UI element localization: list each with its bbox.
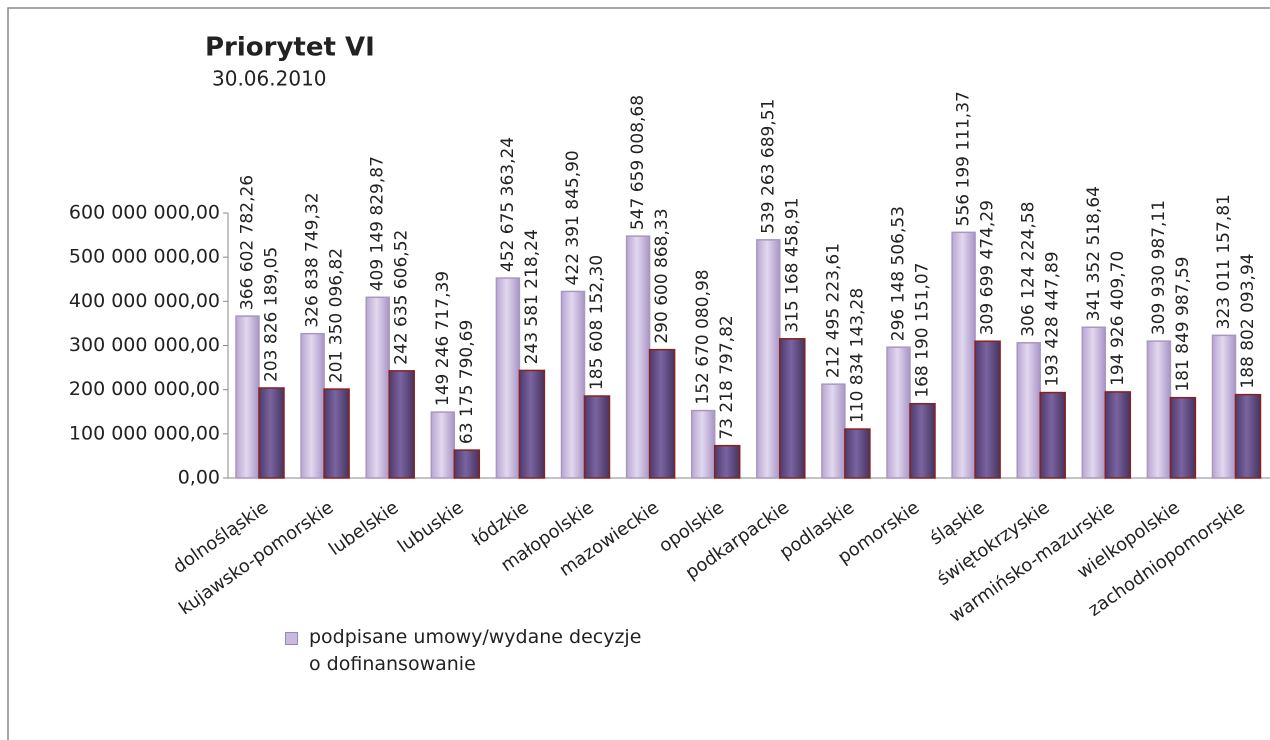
value-label: 556 199 111,37 [954,91,974,226]
bar [1016,342,1041,479]
bar [1211,334,1237,479]
bar [1081,326,1107,479]
bar [495,277,521,479]
bar [430,411,456,479]
value-label: 110 834 143,28 [847,288,867,423]
value-label: 73 218 797,82 [717,315,737,439]
value-label: 422 391 845,90 [563,150,583,285]
x-tick-label: lubuskie [394,497,468,557]
legend-label: podpisane umowy/wydane decyzje o dofinan… [309,626,642,675]
bar [844,428,871,479]
value-label: 323 011 157,81 [1214,194,1234,329]
value-label: 212 495 223,61 [823,243,843,378]
bar [951,231,976,479]
value-label: 185 608 152,30 [587,255,607,390]
y-tick-label: 100 000 000,00 [69,422,220,444]
value-label: 409 149 829,87 [368,156,388,291]
value-label: 152 670 080,98 [693,269,713,404]
bar [713,444,741,479]
value-label: 203 826 189,05 [262,247,282,382]
bar [974,340,1001,479]
value-label: 452 675 363,24 [498,137,518,272]
value-label: 296 148 506,53 [889,206,909,341]
bar [1169,396,1197,479]
bar [258,387,285,479]
bar [1234,393,1262,479]
value-label: 366 602 782,26 [238,175,258,310]
bar [648,348,676,479]
y-tick-label: 300 000 000,00 [69,334,220,356]
value-label: 539 263 689,51 [758,99,778,234]
y-tick-label: 0,00 [178,467,220,489]
chart-title: Priorytet VI [205,33,375,63]
value-label: 242 635 606,52 [392,230,412,365]
value-label: 315 168 458,91 [782,198,802,333]
bar [625,235,651,479]
x-tick-label: lubelskie [325,497,402,560]
value-label: 63 175 790,69 [457,320,477,444]
y-tick-label: 200 000 000,00 [69,378,220,400]
y-tick-label: 400 000 000,00 [69,290,220,312]
frame [7,7,1270,740]
bar [1039,391,1066,479]
bar [583,395,611,479]
bar [323,388,350,479]
bar [690,409,716,479]
bar [756,239,781,479]
value-label: 201 350 096,82 [327,248,347,383]
bar [388,370,415,479]
bar [821,383,846,479]
bar [1146,340,1172,479]
bar [909,402,936,479]
bar [300,332,325,479]
bar [560,290,586,479]
value-label: 193 428 447,89 [1043,251,1063,386]
bar [365,296,390,479]
value-label: 168 190 151,07 [913,263,933,398]
bar [453,449,481,479]
bar [886,346,911,479]
legend-swatch [285,632,298,645]
chart-subtitle: 30.06.2010 [212,67,327,91]
y-tick-label: 600 000 000,00 [69,202,220,224]
value-label: 243 581 218,24 [522,229,542,364]
value-label: 181 849 987,59 [1173,256,1193,391]
value-label: 290 600 868,33 [652,208,672,343]
bar [779,338,806,479]
value-label: 149 246 717,39 [433,271,453,406]
value-label: 326 838 749,32 [303,192,323,327]
value-label: 309 930 987,11 [1149,200,1169,335]
legend: podpisane umowy/wydane decyzje o dofinan… [285,624,645,678]
y-tick-label: 500 000 000,00 [69,246,220,268]
bar [518,369,546,479]
value-label: 547 659 008,68 [628,95,648,230]
value-label: 194 926 409,70 [1108,251,1128,386]
value-label: 341 352 518,64 [1084,186,1104,321]
bar [235,315,260,479]
value-label: 306 124 224,58 [1019,202,1039,337]
value-label: 188 802 093,94 [1238,253,1258,388]
value-label: 309 699 474,29 [978,200,998,335]
bar [1104,391,1132,479]
